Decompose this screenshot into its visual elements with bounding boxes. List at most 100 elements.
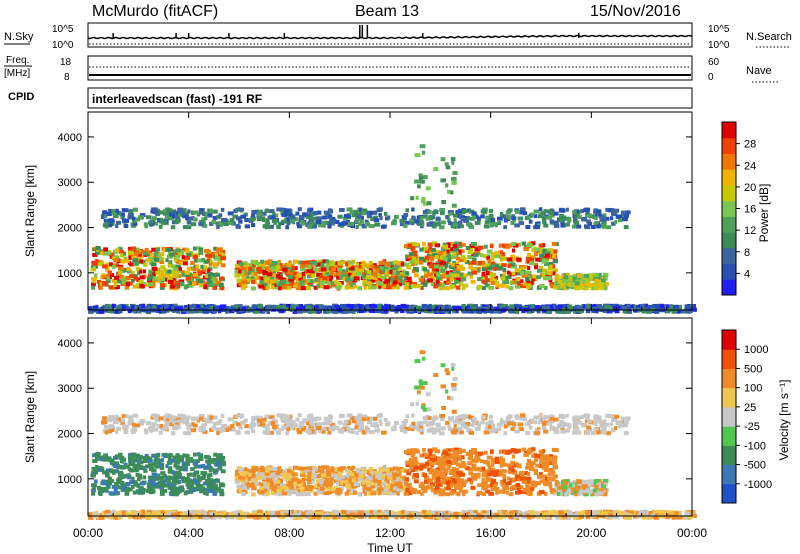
power-cell — [270, 285, 275, 290]
power-cell — [156, 309, 163, 313]
velocity-cell — [131, 476, 135, 481]
power-cell — [138, 215, 144, 220]
power-cell — [567, 218, 572, 223]
power-cell — [284, 306, 288, 311]
velocity-cell — [402, 475, 406, 480]
power-cell — [307, 268, 311, 273]
power-cell — [366, 281, 372, 286]
velocity-cell — [320, 469, 325, 474]
power-cell — [148, 308, 152, 313]
power-cell — [615, 214, 620, 219]
velocity-cell — [256, 470, 261, 475]
power-cell — [440, 220, 446, 225]
power-cell — [95, 258, 99, 263]
power-cell — [507, 275, 512, 279]
power-cell — [512, 280, 516, 285]
velocity-cell — [527, 472, 531, 476]
power-cell — [583, 278, 588, 283]
velocity-cell — [310, 485, 314, 490]
power-cell — [499, 250, 503, 255]
velocity-cell — [419, 453, 424, 458]
power-cell — [108, 275, 112, 280]
velocity-cell — [370, 491, 377, 496]
velocity-cell — [170, 490, 176, 495]
power-cell — [120, 259, 126, 264]
date-title: 15/Nov/2016 — [590, 3, 681, 20]
power-cell — [324, 306, 330, 311]
velocity-cell — [330, 476, 334, 481]
power-cell — [300, 267, 306, 271]
power-cell — [347, 260, 354, 265]
power-cell — [129, 262, 134, 267]
power-cell — [306, 260, 312, 265]
power-cell — [215, 256, 221, 261]
power-cell — [111, 303, 116, 308]
power-cell — [172, 308, 176, 313]
power-cell — [175, 218, 181, 223]
power-cell — [291, 276, 296, 280]
power-cell — [296, 221, 300, 226]
power-cell — [142, 251, 148, 256]
power-cell — [453, 241, 460, 246]
power-cell — [271, 264, 277, 268]
colorbar-tick-label: 16 — [744, 204, 756, 216]
velocity-cell — [470, 485, 476, 490]
nsearch-tick-bottom: 10^0 — [708, 40, 730, 51]
power-cell — [181, 255, 185, 260]
velocity-cell — [275, 471, 281, 476]
velocity-cell — [184, 477, 190, 481]
power-cell — [182, 214, 188, 219]
power-ylabel: Slant Range [km] — [23, 165, 37, 257]
velocity-cell — [363, 491, 367, 496]
velocity-cell — [351, 478, 357, 483]
power-cell — [483, 224, 490, 229]
power-cell — [159, 307, 166, 312]
power-cell — [549, 248, 553, 253]
power-cell — [307, 278, 311, 283]
power-cell — [280, 279, 287, 284]
power-cell — [459, 224, 464, 229]
power-cell — [322, 215, 328, 220]
velocity-cell — [107, 476, 112, 481]
power-cell — [455, 277, 461, 282]
power-cell — [515, 277, 521, 281]
velocity-cell — [372, 481, 378, 486]
power-cell — [254, 261, 260, 266]
power-cell — [414, 305, 418, 309]
power-cell — [608, 306, 613, 311]
power-cell — [218, 309, 222, 314]
velocity-cell — [370, 484, 376, 489]
power-cell — [439, 255, 444, 260]
power-cell — [494, 263, 499, 268]
velocity-cell — [213, 460, 217, 465]
velocity-cell — [381, 490, 387, 495]
power-cell — [565, 276, 572, 281]
velocity-cell — [467, 461, 473, 466]
velocity-cell — [159, 486, 165, 491]
power-cell — [320, 267, 327, 272]
power-cell — [103, 218, 108, 223]
velocity-cell — [241, 491, 246, 496]
colorbar-tick-label: 12 — [744, 225, 756, 237]
velocity-cell — [178, 485, 185, 490]
velocity-cell — [182, 467, 188, 472]
velocity-cell — [136, 458, 142, 463]
power-cell — [370, 217, 376, 221]
velocity-cell — [265, 488, 271, 493]
power-cell — [283, 265, 290, 270]
velocity-cell — [543, 461, 549, 466]
power-cell — [669, 304, 674, 309]
velocity-cell — [310, 476, 315, 481]
velocity-cell — [385, 473, 391, 478]
velocity-cell — [219, 492, 225, 497]
power-cell — [501, 304, 507, 308]
velocity-cell — [534, 483, 538, 488]
power-cell — [330, 262, 335, 266]
power-cell — [423, 214, 428, 219]
power-cell — [465, 309, 472, 314]
power-cell — [517, 271, 521, 276]
power-cell — [155, 211, 160, 216]
power-cell — [564, 216, 570, 221]
power-cell — [179, 306, 183, 311]
velocity-cell — [395, 469, 399, 474]
